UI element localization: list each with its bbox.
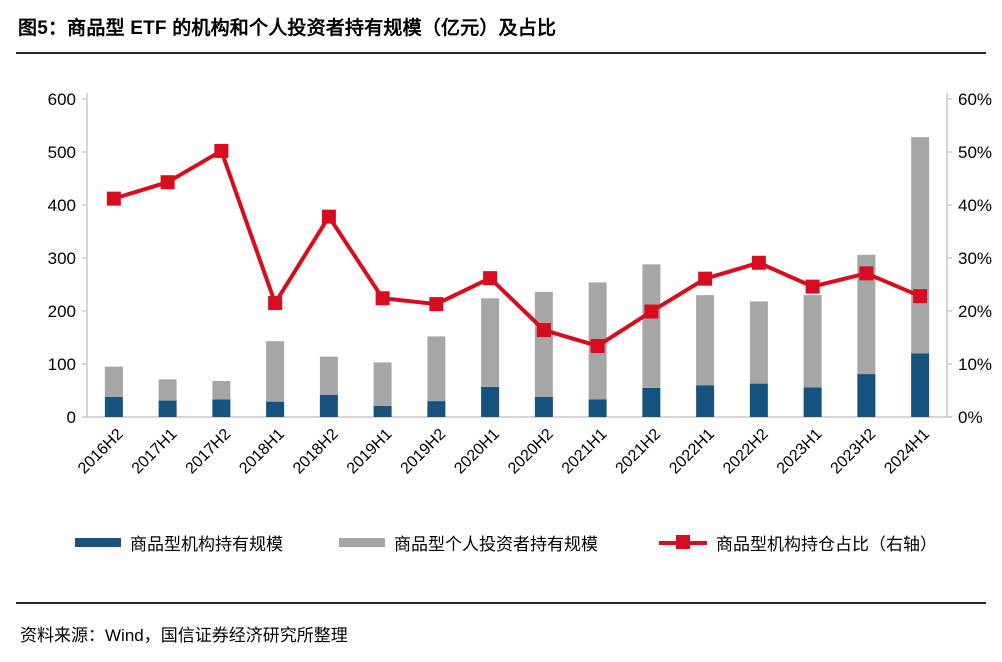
institution-bar-segment	[158, 400, 177, 417]
individual-bar-segment	[534, 291, 553, 397]
left-axis-tick-label: 200	[48, 302, 76, 321]
ratio-marker	[644, 304, 659, 319]
x-axis-category-label: 2023H1	[774, 426, 826, 478]
combo-chart: 0 100 200 300 400 500 600 0% 10% 20% 30% 40% 50% 60% 2…	[48, 90, 992, 478]
ratio-marker	[375, 291, 390, 306]
ratio-marker	[805, 279, 820, 294]
left-axis-tick-label: 400	[48, 196, 76, 215]
left-axis-tick-label: 500	[48, 143, 76, 162]
legend-label: 商品型机构持仓占比（右轴）	[716, 534, 937, 554]
x-axis-category-label: 2019H2	[398, 426, 450, 478]
individual-bar-segment	[749, 301, 768, 384]
individual-bar-segment	[803, 295, 822, 388]
individual-bar-segment	[158, 379, 177, 401]
right-axis-tick-label: 20%	[958, 302, 992, 321]
left-axis-tick-label: 300	[48, 249, 76, 268]
chart-title: 图5：商品型 ETF 的机构和个人投资者持有规模（亿元）及占比	[18, 18, 557, 39]
individual-bar-segment	[373, 362, 392, 406]
x-axis-category-label: 2017H1	[129, 426, 181, 478]
institution-bar-segment	[588, 399, 607, 417]
legend-item-ratio: 商品型机构持仓占比（右轴）	[659, 529, 937, 555]
ratio-marker	[106, 191, 121, 206]
title-divider	[16, 52, 986, 54]
ratio-marker	[913, 289, 928, 304]
institution-bar-segment	[104, 396, 123, 417]
right-axis-tick-label: 30%	[958, 249, 992, 268]
ratio-marker	[321, 209, 336, 224]
x-axis-category-label: 2018H2	[290, 426, 342, 478]
institution-bar-segment	[911, 353, 930, 417]
source-divider	[16, 602, 986, 604]
x-axis-category-label: 2021H1	[559, 426, 611, 478]
institution-bar-segment	[319, 394, 338, 417]
x-axis-category-label: 2019H1	[344, 426, 396, 478]
ratio-marker	[859, 266, 874, 281]
institution-bar-segment	[642, 387, 661, 417]
individual-bar-segment	[696, 295, 715, 386]
ratio-marker	[698, 271, 713, 286]
individual-bar-segment	[266, 341, 285, 402]
right-axis-tick-label: 50%	[958, 143, 992, 162]
left-axis-tick-label: 600	[48, 90, 76, 109]
ratio-line	[113, 147, 921, 349]
ratio-marker	[160, 175, 175, 190]
ratio-marker	[751, 255, 766, 270]
right-axis-tick-label: 10%	[958, 355, 992, 374]
institution-bar-segment	[534, 396, 553, 417]
x-axis-category-label: 2018H1	[236, 426, 288, 478]
institution-bar-segment	[749, 383, 768, 417]
left-axis-tick-label: 0	[67, 408, 76, 427]
institution-bar-segment	[696, 385, 715, 417]
institution-bar-segment	[427, 401, 446, 417]
legend-item-individual: 商品型个人投资者持有规模	[339, 529, 598, 555]
ratio-marker	[536, 323, 551, 338]
individual-bar-segment	[319, 356, 338, 395]
institution-bar-segment	[481, 386, 500, 417]
x-axis-category-label: 2024H1	[881, 426, 933, 478]
ratio-marker	[429, 297, 444, 312]
institution-bar-segment	[373, 405, 392, 417]
right-axis-tick-label: 0%	[958, 408, 983, 427]
ratio-marker	[483, 271, 498, 286]
individual-bar-segment	[911, 137, 930, 354]
x-axis-category-label: 2021H2	[613, 426, 665, 478]
individual-bar-segment	[212, 380, 231, 400]
individual-bar-segment	[642, 264, 661, 388]
source-text: 资料来源：Wind，国信证券经济研究所整理	[20, 626, 348, 645]
left-axis-tick-label: 100	[48, 355, 76, 374]
legend-item-institution: 商品型机构持有规模	[75, 529, 283, 555]
gray-bar-swatch-icon	[339, 537, 385, 547]
x-axis-category-label: 2017H2	[183, 426, 235, 478]
legend-label: 商品型个人投资者持有规模	[394, 534, 598, 554]
x-axis-category-label: 2022H1	[666, 426, 718, 478]
individual-bar-segment	[857, 254, 876, 375]
right-axis-tick-label: 40%	[958, 196, 992, 215]
ratio-marker	[590, 338, 605, 353]
institution-bar-segment	[266, 401, 285, 417]
chart-legend: 商品型机构持有规模 商品型个人投资者持有规模 商品型机构持仓占比（右轴）	[0, 529, 1002, 557]
institution-bar-segment	[212, 399, 231, 417]
legend-label: 商品型机构持有规模	[130, 534, 283, 554]
x-axis-category-label: 2020H2	[505, 426, 557, 478]
institution-bar-segment	[857, 374, 876, 417]
x-axis-category-label: 2022H2	[720, 426, 772, 478]
x-axis-category-label: 2016H2	[75, 426, 127, 478]
ratio-marker	[214, 143, 229, 158]
ratio-marker	[268, 296, 283, 311]
x-axis-category-label: 2020H1	[451, 426, 503, 478]
red-line-marker-swatch-icon	[659, 535, 707, 549]
individual-bar-segment	[104, 366, 123, 397]
x-axis-category-label: 2023H2	[828, 426, 880, 478]
institution-bar-segment	[803, 387, 822, 417]
individual-bar-segment	[427, 336, 446, 402]
individual-bar-segment	[481, 298, 500, 387]
right-axis-tick-label: 60%	[958, 90, 992, 109]
blue-bar-swatch-icon	[75, 537, 121, 547]
